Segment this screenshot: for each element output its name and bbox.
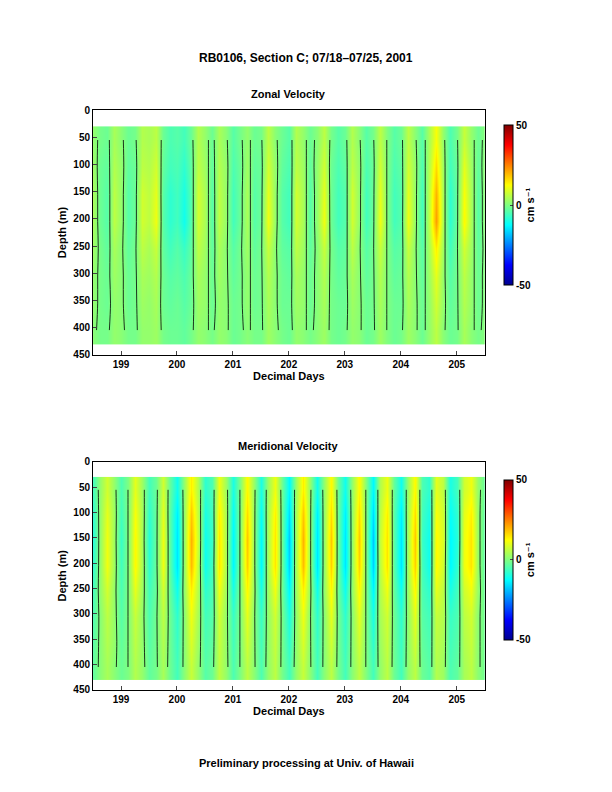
svg-text:cm s⁻¹: cm s⁻¹ bbox=[524, 542, 536, 577]
svg-text:150: 150 bbox=[73, 186, 90, 197]
svg-text:199: 199 bbox=[113, 694, 130, 705]
svg-text:0: 0 bbox=[516, 554, 522, 565]
svg-text:Decimal Days: Decimal Days bbox=[253, 370, 325, 382]
svg-text:350: 350 bbox=[73, 295, 90, 306]
svg-text:100: 100 bbox=[73, 159, 90, 170]
svg-text:202: 202 bbox=[281, 359, 298, 370]
svg-text:Preliminary processing at Univ: Preliminary processing at Univ. of Hawai… bbox=[199, 757, 414, 769]
svg-text:199: 199 bbox=[113, 359, 130, 370]
svg-text:0: 0 bbox=[84, 105, 90, 116]
svg-text:400: 400 bbox=[73, 322, 90, 333]
svg-text:150: 150 bbox=[73, 532, 90, 543]
svg-text:202: 202 bbox=[281, 694, 298, 705]
svg-text:350: 350 bbox=[73, 634, 90, 645]
svg-text:200: 200 bbox=[169, 694, 186, 705]
svg-text:300: 300 bbox=[73, 268, 90, 279]
svg-text:cm s⁻¹: cm s⁻¹ bbox=[524, 188, 536, 223]
svg-text:0: 0 bbox=[516, 200, 522, 211]
svg-text:250: 250 bbox=[73, 583, 90, 594]
svg-text:300: 300 bbox=[73, 608, 90, 619]
svg-text:204: 204 bbox=[392, 694, 409, 705]
svg-text:50: 50 bbox=[516, 120, 528, 131]
svg-text:205: 205 bbox=[448, 359, 465, 370]
svg-text:205: 205 bbox=[448, 694, 465, 705]
svg-text:-50: -50 bbox=[516, 634, 531, 645]
svg-text:201: 201 bbox=[225, 694, 242, 705]
svg-text:250: 250 bbox=[73, 241, 90, 252]
svg-text:204: 204 bbox=[392, 359, 409, 370]
svg-text:Depth (m): Depth (m) bbox=[56, 206, 68, 258]
svg-text:200: 200 bbox=[73, 213, 90, 224]
svg-text:50: 50 bbox=[79, 132, 91, 143]
svg-text:450: 450 bbox=[73, 349, 90, 360]
svg-text:Depth (m): Depth (m) bbox=[56, 550, 68, 602]
svg-text:100: 100 bbox=[73, 507, 90, 518]
svg-text:203: 203 bbox=[336, 694, 353, 705]
svg-text:0: 0 bbox=[84, 456, 90, 467]
svg-text:200: 200 bbox=[73, 558, 90, 569]
svg-text:450: 450 bbox=[73, 684, 90, 695]
svg-text:-50: -50 bbox=[516, 280, 531, 291]
svg-text:50: 50 bbox=[79, 482, 91, 493]
svg-text:Decimal Days: Decimal Days bbox=[253, 705, 325, 717]
svg-text:Zonal Velocity: Zonal Velocity bbox=[251, 88, 326, 100]
svg-text:201: 201 bbox=[225, 359, 242, 370]
svg-text:400: 400 bbox=[73, 659, 90, 670]
svg-text:Meridional Velocity: Meridional Velocity bbox=[238, 440, 339, 452]
svg-text:200: 200 bbox=[169, 359, 186, 370]
svg-text:50: 50 bbox=[516, 474, 528, 485]
svg-text:203: 203 bbox=[336, 359, 353, 370]
svg-text:RB0106, Section C; 07/18–07/25: RB0106, Section C; 07/18–07/25, 2001 bbox=[199, 51, 413, 65]
